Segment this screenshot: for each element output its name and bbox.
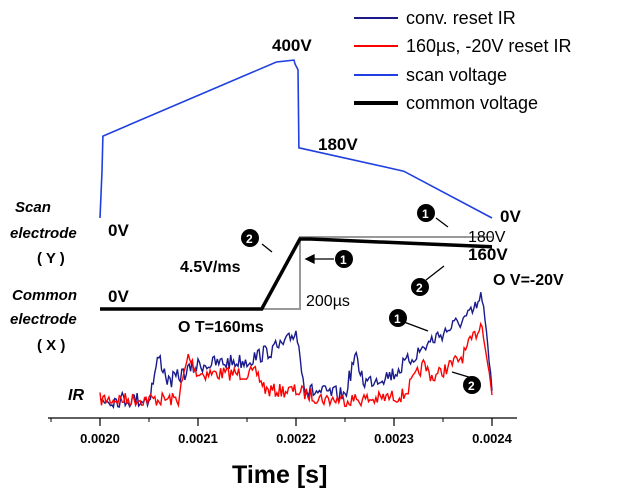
annotation-t-param: O T=160ms [178,319,264,336]
marker-3-end [417,204,435,222]
series-common-voltage [100,237,493,311]
x-tick-label-3: 0.0023 [374,431,414,446]
x-tick-label-1: 0.0021 [178,431,218,446]
marker-2-high-num: 1 [340,253,347,267]
scan-label-line2: electrode [10,225,77,242]
annotation-v-param: O V=-20V [493,272,564,289]
marker-1-ramp [241,229,259,247]
series-conv-reset-ir [99,292,493,410]
common-label-line1: Common [12,287,77,304]
scan-label-line1: Scan [15,199,51,216]
legend-label-scan: scan voltage [406,65,507,85]
annotation-peak: 400V [272,36,312,55]
annotation-high-160: 160V [468,245,508,264]
marker-4-common-num: 2 [416,281,423,295]
marker-6-red-num: 2 [468,379,475,393]
reference-pulse [258,236,492,310]
marker-5-conv-num: 1 [394,312,401,326]
x-axis-title: Time [s] [232,461,327,489]
scan-label-line3: ( Y ) [37,250,65,267]
legend-label-conv-ir: conv. reset IR [406,8,516,28]
legend-label-common: common voltage [406,93,538,113]
series-scan-voltage [99,59,493,219]
marker-5-conv [389,309,407,327]
x-axis-ticks: 0.0020 0.0021 0.0022 0.0023 0.0024 [50,418,513,446]
annotation-width: 200µs [306,293,350,310]
marker-4-common [411,278,429,296]
x-tick-label-0: 0.0020 [80,431,120,446]
marker-2-high [335,250,353,268]
marker-3-end-num: 1 [422,207,429,221]
ir-label: IR [68,387,84,404]
annotation-scan-start: 0V [108,221,129,240]
marker-6-red [463,376,481,394]
x-tick-label-4: 0.0024 [472,431,513,446]
x-tick-label-2: 0.0022 [276,431,316,446]
marker-group: 2 1 1 2 1 2 [241,204,481,394]
annotation-high-180: 180V [468,229,506,246]
legend: conv. reset IR 160µs, -20V reset IR scan… [354,8,571,113]
annotation-after-drop: 180V [318,135,358,154]
common-label-line2: electrode [10,311,77,328]
legend-label-160us-ir: 160µs, -20V reset IR [406,36,571,56]
annotation-common-start: 0V [108,287,129,306]
marker-1-ramp-num: 2 [246,232,253,246]
common-label-line3: ( X ) [37,337,65,354]
series-160us-reset-ir [99,321,493,409]
annotation-arrows [261,217,473,379]
annotation-ramp: 4.5V/ms [180,259,241,276]
annotation-scan-end: 0V [500,207,521,226]
